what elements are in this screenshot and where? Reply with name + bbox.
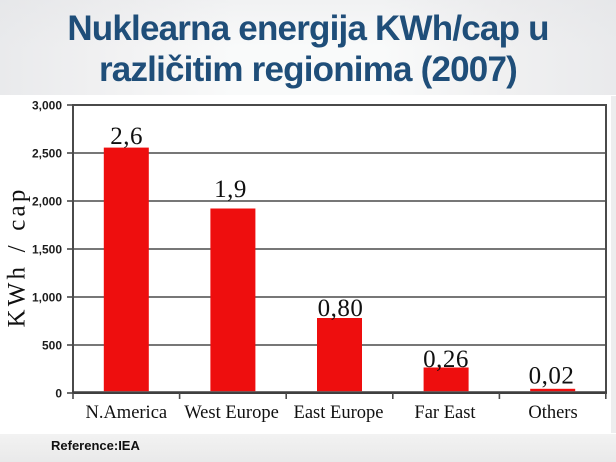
svg-text:1,000: 1,000 xyxy=(32,291,62,305)
svg-text:3,000: 3,000 xyxy=(32,99,62,113)
svg-text:East Europe: East Europe xyxy=(294,403,384,423)
svg-text:Others: Others xyxy=(528,403,577,423)
svg-text:0,26: 0,26 xyxy=(423,346,469,373)
svg-text:1,9: 1,9 xyxy=(214,176,247,203)
svg-text:1,500: 1,500 xyxy=(32,243,62,257)
svg-text:West Europe: West Europe xyxy=(184,403,279,423)
svg-text:0,80: 0,80 xyxy=(318,295,364,322)
svg-text:0: 0 xyxy=(55,387,62,401)
svg-text:500: 500 xyxy=(42,339,62,353)
svg-text:2,6: 2,6 xyxy=(110,123,143,150)
svg-text:2,500: 2,500 xyxy=(32,147,62,161)
svg-text:KWh / cap: KWh / cap xyxy=(4,186,31,327)
svg-text:Far East: Far East xyxy=(414,403,476,423)
svg-text:0,02: 0,02 xyxy=(529,363,575,390)
svg-text:2,000: 2,000 xyxy=(32,195,62,209)
svg-text:N.America: N.America xyxy=(85,403,167,423)
